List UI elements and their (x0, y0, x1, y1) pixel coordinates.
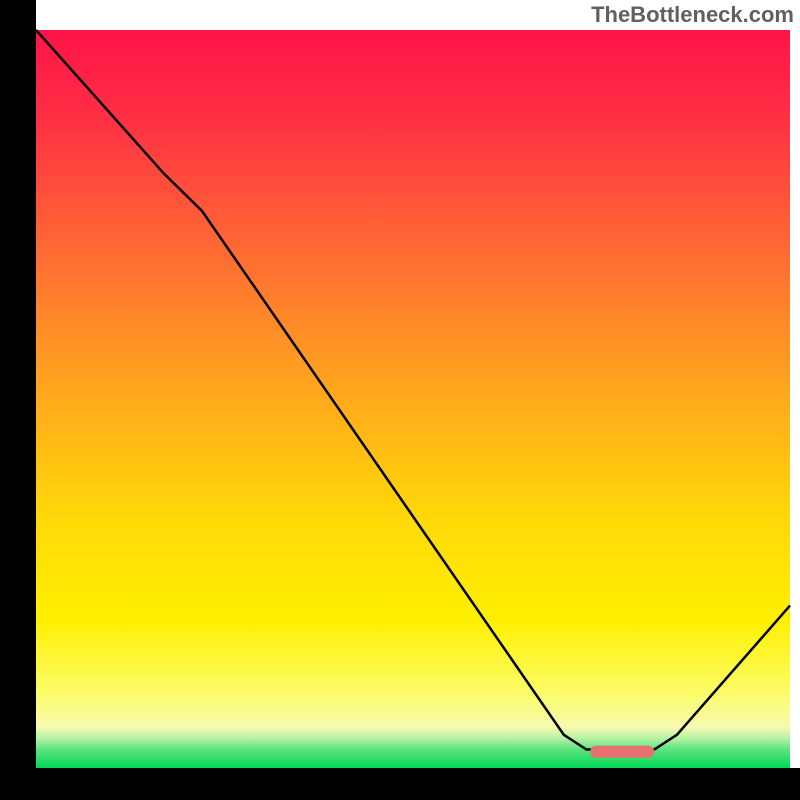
site-watermark: TheBottleneck.com (591, 2, 794, 28)
y-axis (0, 0, 36, 800)
x-axis (0, 768, 800, 800)
plot-gradient-background (36, 30, 790, 768)
bottleneck-chart (0, 0, 800, 800)
optimum-marker (590, 746, 654, 758)
chart-container: TheBottleneck.com (0, 0, 800, 800)
